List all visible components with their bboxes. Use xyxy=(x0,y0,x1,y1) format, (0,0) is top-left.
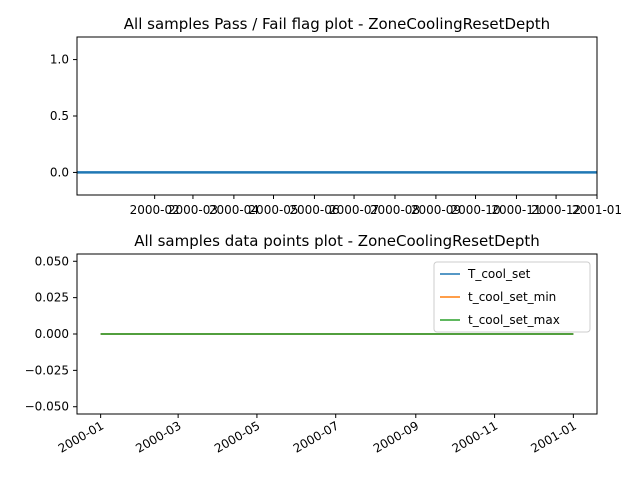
x-tick-label: 2000-12 xyxy=(531,203,581,217)
legend-label: t_cool_set_max xyxy=(468,313,560,327)
x-tick-label: 2000-09 xyxy=(371,418,421,455)
x-tick-label: 2000-05 xyxy=(248,203,298,217)
x-tick-label: 2000-04 xyxy=(209,203,259,217)
y-tick-label: 0.000 xyxy=(35,327,69,341)
legend-label: T_cool_set xyxy=(467,267,531,281)
y-tick-label: −0.025 xyxy=(25,363,69,377)
legend-label: t_cool_set_min xyxy=(468,290,556,304)
y-tick-label: 0.050 xyxy=(35,254,69,268)
y-tick-label: 0.5 xyxy=(50,109,69,123)
x-tick-label: 2000-06 xyxy=(289,203,339,217)
chart-title: All samples Pass / Fail flag plot - Zone… xyxy=(124,15,550,33)
x-tick-label: 2000-02 xyxy=(130,203,180,217)
y-tick-label: 1.0 xyxy=(50,53,69,67)
x-tick-label: 2000-08 xyxy=(370,203,420,217)
x-tick-label: 2000-11 xyxy=(450,418,500,455)
y-tick-label: 0.0 xyxy=(50,165,69,179)
x-tick-label: 2000-10 xyxy=(450,203,500,217)
legend-box xyxy=(433,261,591,333)
x-tick-label: 2000-01 xyxy=(56,418,106,455)
x-tick-label: 2000-11 xyxy=(491,203,541,217)
chart-title: All samples data points plot - ZoneCooli… xyxy=(134,232,540,250)
x-tick-label: 2000-05 xyxy=(212,418,262,455)
x-tick-label: 2000-07 xyxy=(329,203,379,217)
x-tick-label: 2000-03 xyxy=(133,418,183,455)
y-tick-label: 0.025 xyxy=(35,291,69,305)
y-tick-label: −0.050 xyxy=(25,400,69,414)
chart-panel-2: All samples data points plot - ZoneCooli… xyxy=(25,232,598,456)
x-tick-label: 2001-01 xyxy=(528,418,578,455)
x-tick-label: 2000-03 xyxy=(168,203,218,217)
chart-panel-1: All samples Pass / Fail flag plot - Zone… xyxy=(50,15,622,217)
legend: T_cool_set t_cool_set_min t_cool_set_max xyxy=(433,261,591,333)
x-tick-label: 2001-01 xyxy=(572,203,622,217)
x-tick-label: 2000-07 xyxy=(291,418,341,455)
x-tick-label: 2000-09 xyxy=(411,203,461,217)
